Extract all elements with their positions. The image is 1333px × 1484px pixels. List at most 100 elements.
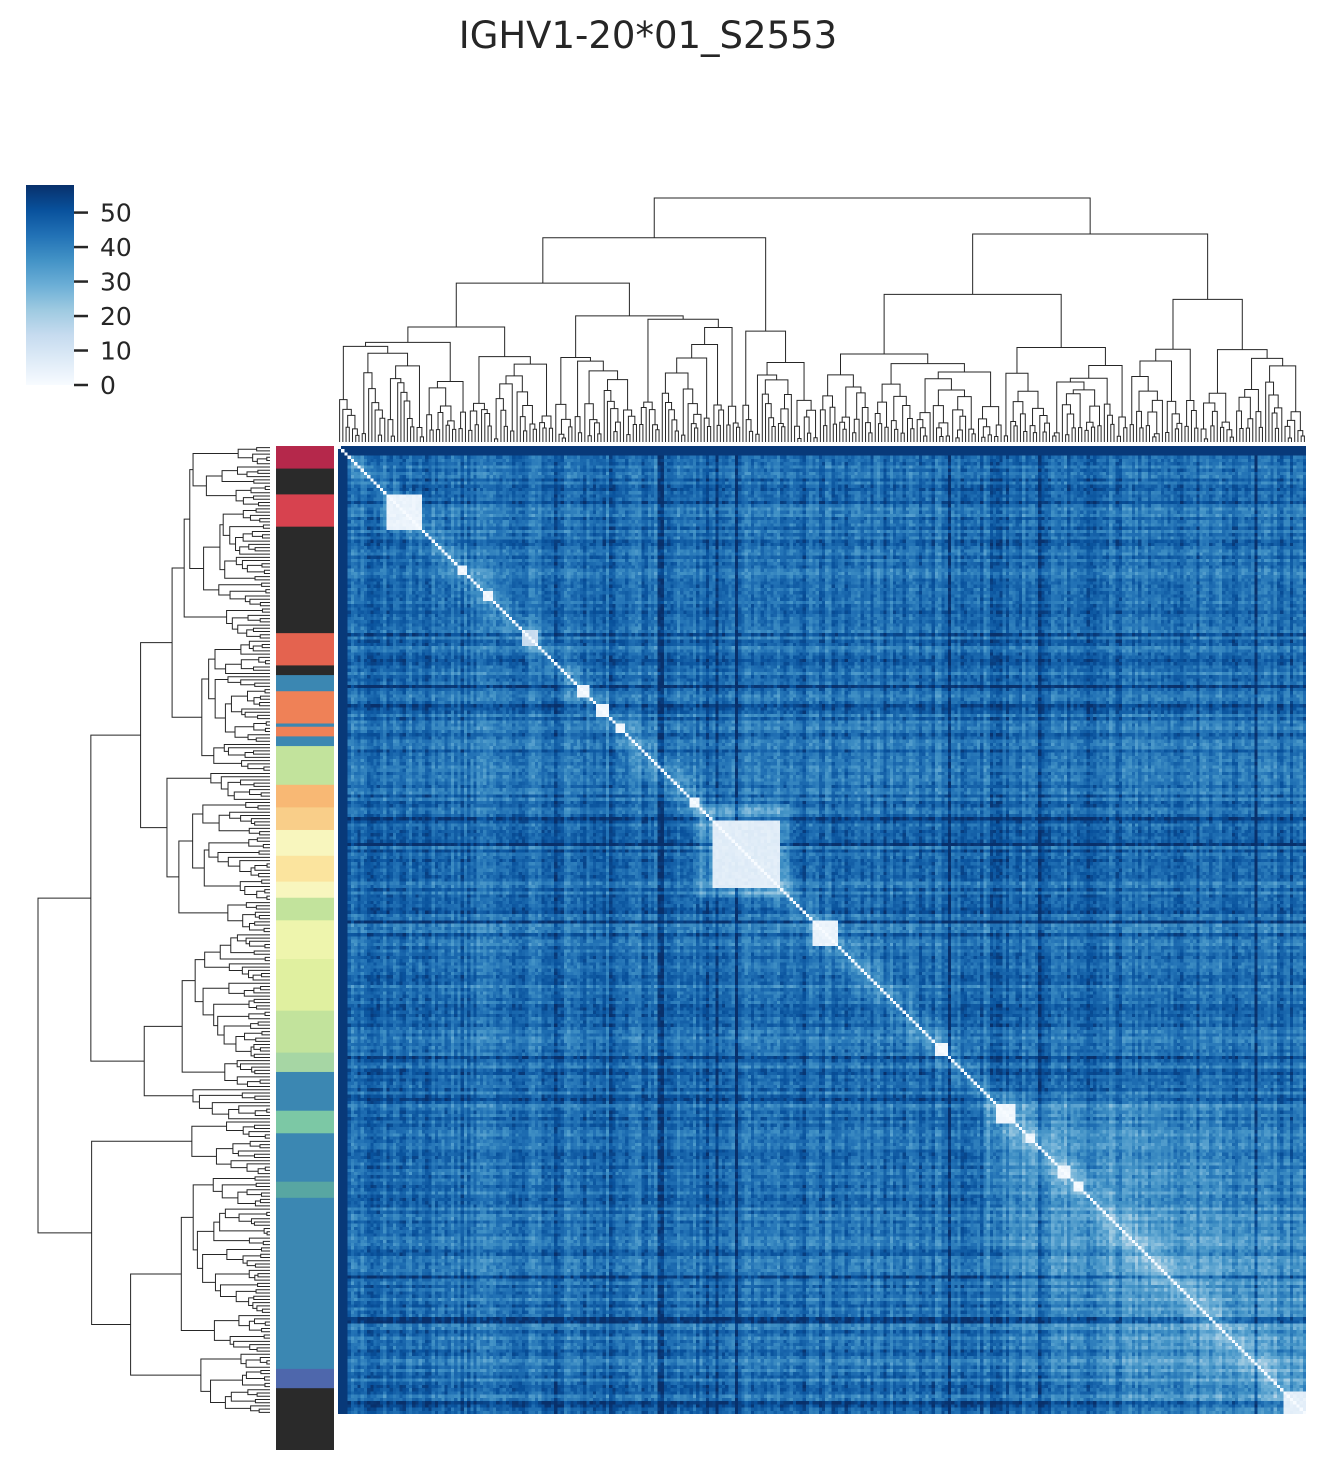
dendrogram-link [252,453,270,462]
dendrogram-link [1103,403,1111,442]
dendrogram-link [242,533,270,542]
dendrogram-link [460,411,466,442]
dendrogram-link [260,985,270,991]
dendrogram-link [255,905,270,910]
row-cluster-color-segment [276,1197,334,1370]
dendrogram-link [266,1360,270,1365]
dendrogram-link [224,1063,238,1081]
dendrogram-link [221,1184,257,1199]
dendrogram-link [1061,404,1071,442]
dendrogram-link [1271,412,1278,442]
dendrogram-link [548,427,554,442]
dendrogram-link [977,418,988,442]
dendrogram-link [254,1176,270,1181]
dendrogram-link [436,381,464,413]
dendrogram-link [1013,425,1018,442]
dendrogram-link [260,1192,270,1197]
dendrogram-link [243,990,270,997]
dendrogram-link [614,421,621,442]
dendrogram-link [1072,389,1096,407]
dendrogram-link [765,403,772,442]
dendrogram-link [955,437,960,442]
dendrogram-link [1019,413,1026,442]
dendrogram-link [868,432,873,442]
dendrogram-link [1129,424,1134,442]
dendrogram-link [246,1260,270,1267]
dendrogram-link [37,897,92,1234]
dendrogram-link [500,409,507,442]
dendrogram-link [727,405,737,425]
dendrogram-link [1029,425,1036,442]
colorbar-tick-label: 50 [100,199,132,228]
dendrogram-link [473,402,485,411]
row-cluster-color-segment [276,807,334,831]
dendrogram-link [1090,426,1096,442]
dendrogram-link [249,789,270,795]
dendrogram-link [1219,426,1225,442]
dendrogram-link [201,678,214,757]
dendrogram-link [1203,402,1216,429]
dendrogram-link [245,1359,270,1368]
dendrogram-link [255,1182,270,1188]
row-cluster-color-segment [276,959,334,1012]
dendrogram-link [865,422,871,442]
dendrogram-link [235,1035,252,1052]
dendrogram-link [1210,425,1215,442]
dendrogram-link [819,409,826,442]
dendrogram-link [256,447,270,452]
dendrogram-link [227,904,247,922]
row-cluster-color-segment [276,633,334,666]
dendrogram-link [261,582,270,587]
dendrogram-link [972,233,1209,300]
row-cluster-color-segment [276,665,334,676]
dendrogram-link [265,721,270,726]
dendrogram-link [240,814,270,822]
dendrogram-link [407,326,506,357]
dendrogram-link [248,839,264,847]
dendrogram-link [264,1321,270,1326]
dendrogram-link [435,429,441,442]
dendrogram-link [264,889,270,894]
dendrogram-link [794,425,800,442]
dendrogram-link [171,567,202,718]
dendrogram-link [1003,435,1009,442]
dendrogram-link [245,1371,265,1380]
dendrogram-link [539,422,546,442]
dendrogram-link [1186,400,1195,427]
dendrogram-link [755,433,760,442]
dendrogram-link [881,383,901,403]
dendrogram-link [183,518,227,618]
dendrogram-link [259,695,270,700]
dendrogram-link [936,427,942,442]
dendrogram-link [238,1105,270,1114]
dendrogram-link [255,1289,270,1294]
dendrogram-link [1088,364,1123,418]
dendrogram-link [458,428,463,442]
dendrogram-link [259,1079,270,1084]
dendrogram-link [254,911,270,918]
heatmap-matrix [338,446,1306,1414]
dendrogram-link [143,1025,193,1097]
dendrogram-link [248,1237,270,1244]
dendrogram-link [671,419,678,442]
dendrogram-link [205,475,237,497]
dendrogram-link [244,711,270,718]
dendrogram-link [1118,416,1126,437]
dendrogram-link [883,293,1062,354]
dendrogram-link [264,485,270,491]
dendrogram-link [259,601,270,607]
dendrogram-link [842,428,847,442]
dendrogram-link [503,425,508,442]
dendrogram-link [256,837,270,842]
dendrogram-link [1145,425,1151,442]
row-cluster-color-segment [276,736,334,747]
dendrogram-link [957,429,963,442]
column-dendrogram [339,197,1305,442]
dendrogram-link [253,666,270,671]
dendrogram-link [1153,433,1160,442]
dendrogram-link [1211,410,1218,442]
dendrogram-link [643,401,653,410]
dendrogram-link [240,779,270,786]
row-cluster-color-segment [276,494,334,528]
dendrogram-link [234,726,254,738]
